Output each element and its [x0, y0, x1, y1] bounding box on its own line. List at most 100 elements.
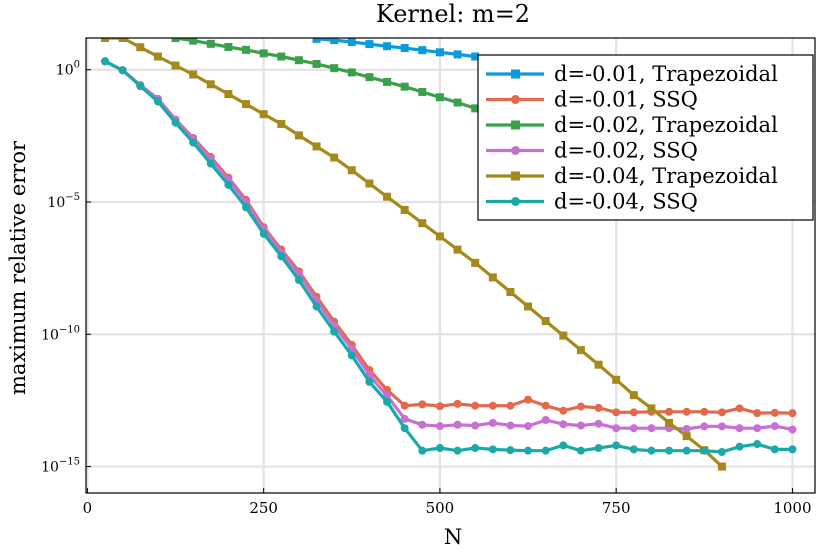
data-point	[224, 90, 233, 99]
data-point	[347, 68, 356, 77]
data-point	[612, 408, 621, 417]
data-point	[753, 440, 762, 449]
x-tick-label: 1000	[773, 499, 811, 517]
data-point	[347, 351, 356, 360]
data-point	[471, 258, 480, 267]
data-point	[453, 446, 462, 455]
data-point	[717, 447, 726, 456]
data-point	[347, 38, 356, 46]
data-point	[629, 424, 638, 433]
data-point	[189, 138, 198, 147]
legend-marker	[511, 120, 520, 130]
data-point	[524, 422, 533, 431]
legend-label: d=-0.01, Trapezoidal	[554, 62, 778, 86]
legend-marker	[511, 146, 520, 155]
data-point	[365, 179, 374, 188]
legend-marker	[511, 69, 520, 79]
data-point	[118, 38, 127, 42]
data-point	[488, 418, 497, 427]
data-point	[735, 404, 744, 413]
data-point	[206, 159, 215, 168]
data-point	[682, 446, 691, 455]
data-point	[788, 425, 797, 434]
data-point	[488, 273, 497, 282]
data-point	[770, 408, 779, 417]
y-tick-exponent: −10	[59, 324, 80, 335]
series-5	[101, 38, 726, 471]
series-1	[312, 38, 797, 109]
data-point	[312, 302, 321, 311]
data-point	[277, 52, 286, 61]
x-tick-label: 750	[602, 499, 631, 517]
data-point	[259, 229, 268, 238]
data-point	[647, 446, 656, 455]
data-point	[101, 57, 110, 66]
legend-label: d=-0.04, SSQ	[554, 190, 698, 214]
legend-item: d=-0.02, Trapezoidal	[486, 113, 778, 137]
data-point	[471, 104, 480, 113]
data-point	[471, 444, 480, 453]
y-tick-base: 10	[56, 63, 74, 79]
data-point	[418, 87, 427, 96]
data-point	[453, 420, 462, 429]
data-point	[541, 446, 550, 455]
data-point	[788, 409, 797, 418]
data-point	[453, 245, 462, 254]
data-point	[576, 402, 585, 411]
legend-item: d=-0.01, Trapezoidal	[486, 62, 778, 86]
data-point	[171, 38, 180, 42]
data-point	[524, 446, 533, 455]
data-point	[383, 192, 392, 201]
y-tick-base: 10	[41, 327, 59, 343]
data-point	[259, 49, 268, 58]
data-point	[506, 401, 515, 410]
data-point	[665, 446, 674, 455]
series-6	[101, 57, 797, 456]
data-point	[294, 56, 303, 65]
data-point	[312, 59, 321, 68]
y-tick-base: 10	[41, 460, 59, 476]
y-tick-base: 10	[47, 195, 65, 211]
data-point	[312, 38, 321, 43]
data-point	[435, 232, 444, 241]
data-point	[471, 401, 480, 410]
data-point	[559, 331, 568, 340]
data-point	[541, 401, 550, 410]
chart-title: Kernel: m=2	[376, 0, 530, 28]
data-point	[189, 38, 198, 45]
data-point	[717, 462, 726, 471]
x-axis-label: N	[444, 525, 462, 549]
data-point	[347, 166, 356, 175]
data-point	[594, 403, 603, 412]
data-point	[753, 424, 762, 433]
y-axis-label: maximum relative error	[6, 140, 30, 395]
data-point	[435, 402, 444, 411]
data-point	[400, 82, 409, 91]
data-point	[471, 52, 480, 61]
y-tick-exponent: −15	[59, 457, 80, 468]
data-point	[735, 424, 744, 433]
y-tick-label: 10−10	[41, 324, 80, 343]
data-point	[400, 44, 409, 53]
data-point	[400, 401, 409, 410]
data-point	[629, 391, 638, 400]
data-point	[418, 446, 427, 455]
data-point	[330, 64, 339, 73]
data-point	[647, 424, 656, 433]
data-point	[717, 408, 726, 417]
data-point	[665, 418, 674, 427]
data-point	[629, 445, 638, 454]
data-point	[294, 276, 303, 285]
data-point	[365, 40, 374, 49]
data-point	[224, 180, 233, 189]
legend-label: d=-0.02, Trapezoidal	[554, 113, 778, 137]
data-point	[418, 219, 427, 228]
legend-box	[477, 54, 814, 221]
y-tick-exponent: 0	[74, 60, 80, 71]
data-point	[506, 421, 515, 430]
data-point	[136, 43, 145, 52]
data-point	[400, 205, 409, 214]
data-point	[541, 415, 550, 424]
x-tick-label: 500	[426, 499, 455, 517]
